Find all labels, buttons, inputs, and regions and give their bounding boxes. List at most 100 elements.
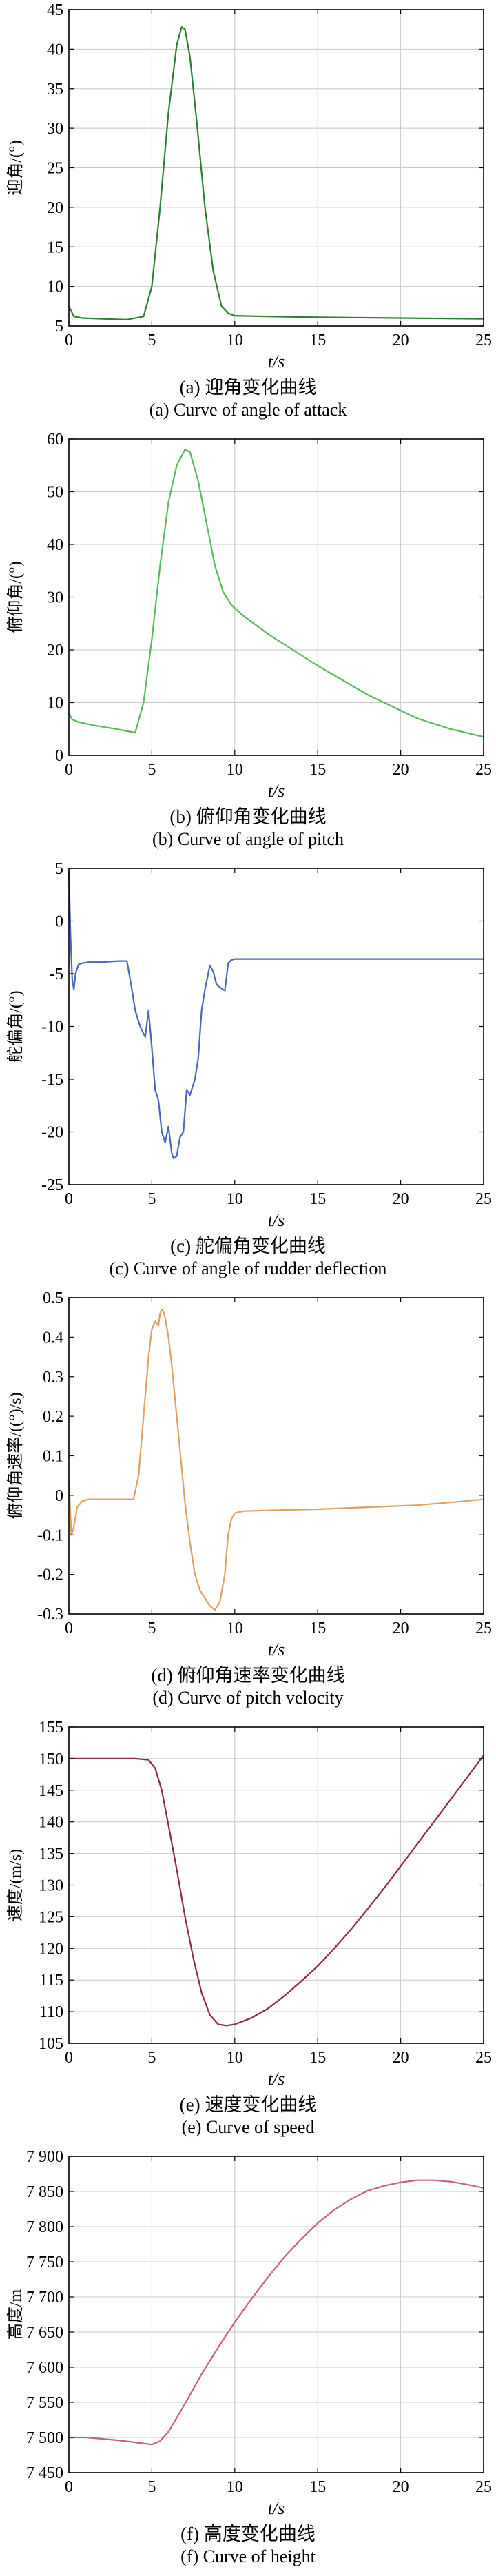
x-tick-label: 5 <box>147 2049 156 2067</box>
caption-chinese: (a) 迎角变化曲线 <box>180 377 317 398</box>
x-axis-label: t/s <box>268 1210 285 1230</box>
x-tick-label: 5 <box>147 2478 156 2496</box>
y-tick-label: 0.5 <box>43 1289 63 1307</box>
y-tick-label: 7 800 <box>26 2218 63 2236</box>
y-tick-label: 0 <box>55 747 63 765</box>
x-tick-label: 5 <box>147 1619 156 1637</box>
y-tick-label: 145 <box>39 1782 63 1800</box>
y-tick-label: 10 <box>47 695 63 713</box>
x-tick-label: 0 <box>65 1190 73 1208</box>
y-tick-label: 30 <box>47 120 63 138</box>
y-tick-label: -15 <box>41 1071 63 1089</box>
y-tick-label: 140 <box>39 1814 63 1832</box>
x-tick-label: 25 <box>475 761 492 779</box>
y-tick-label: 7 600 <box>26 2359 63 2377</box>
y-tick-label: 0.3 <box>43 1369 63 1387</box>
y-tick-label: 125 <box>39 1908 63 1926</box>
x-tick-label: 5 <box>147 1190 156 1208</box>
y-tick-label: 105 <box>39 2035 63 2053</box>
x-tick-label: 20 <box>393 2049 409 2067</box>
y-tick-label: 20 <box>47 199 63 217</box>
x-tick-label: 0 <box>65 2049 73 2067</box>
x-tick-label: 25 <box>475 1619 492 1637</box>
series-line <box>68 1309 485 1611</box>
chart-panel-6: 0 5 10 15 20 25 7 450 7 500 7 550 7 600 7 650 7 700… <box>6 2148 492 2566</box>
y-axis-label: 迎角/(°) <box>6 140 25 195</box>
x-axis-label: t/s <box>268 351 285 371</box>
y-tick-label: 7 750 <box>26 2253 63 2271</box>
x-tick-label: 10 <box>227 331 243 349</box>
y-axis-label: 俯仰角速率/((°)/s) <box>6 1392 25 1519</box>
y-axis-label: 舵偏角/(°) <box>6 990 25 1062</box>
chart-panel-3: 0 5 10 15 20 25 -25 -20 -15 -10 -5 0 5 舵偏角/(°) t/s (c) … <box>6 860 492 1278</box>
caption-chinese: (f) 高度变化曲线 <box>180 2524 316 2544</box>
y-tick-label: 110 <box>39 2003 63 2021</box>
y-tick-label: 7 500 <box>26 2429 63 2447</box>
caption-chinese: (e) 速度变化曲线 <box>180 2094 317 2115</box>
y-tick-label: -5 <box>50 965 63 983</box>
x-axis-label: t/s <box>268 781 285 801</box>
y-tick-label: 60 <box>47 431 63 449</box>
caption-english: (e) Curve of speed <box>182 2117 315 2137</box>
x-tick-label: 15 <box>309 1190 326 1208</box>
y-tick-label: 30 <box>47 589 63 607</box>
x-tick-label: 5 <box>147 331 156 349</box>
y-tick-label: 5 <box>55 860 63 878</box>
chart-panel-5: 0 5 10 15 20 25 105 110 115 120 125 130 135 140 145 150… <box>6 1719 492 2137</box>
y-tick-label: 45 <box>47 1 63 19</box>
x-tick-label: 15 <box>309 1619 326 1637</box>
y-tick-label: 7 650 <box>26 2324 63 2342</box>
y-tick-label: -0.1 <box>37 1526 63 1544</box>
plot-frame <box>68 2156 484 2473</box>
y-axis-label: 速度/(m/s) <box>6 1849 25 1921</box>
caption-english: (d) Curve of pitch velocity <box>152 1688 343 1708</box>
chart-panel-1: 0 5 10 15 20 2551015202530354045迎角/(°)t/s(a) … <box>6 1 492 420</box>
y-tick-label: 7 850 <box>26 2183 63 2201</box>
y-axis-label: 高度/m <box>6 2289 25 2340</box>
x-tick-label: 20 <box>393 2478 409 2496</box>
x-tick-label: 25 <box>475 331 492 349</box>
y-tick-label: 115 <box>39 1972 63 1990</box>
y-tick-label: 20 <box>47 642 63 660</box>
y-tick-label: 35 <box>47 81 63 99</box>
x-tick-label: 0 <box>65 761 73 779</box>
plot-frame <box>68 868 484 1185</box>
y-tick-label: 0.1 <box>43 1448 63 1466</box>
y-tick-label: -25 <box>41 1176 63 1194</box>
y-tick-label: -0.3 <box>37 1606 63 1624</box>
x-tick-label: 10 <box>227 2049 243 2067</box>
x-tick-label: 0 <box>65 2478 73 2496</box>
y-tick-label: 40 <box>47 41 63 59</box>
x-tick-label: 0 <box>65 1619 73 1637</box>
caption-chinese: (b) 俯仰角变化曲线 <box>169 806 326 827</box>
y-tick-label: 130 <box>39 1877 63 1895</box>
y-tick-label: 50 <box>47 484 63 502</box>
y-tick-label: 0 <box>55 913 63 931</box>
y-tick-label: 10 <box>47 278 63 296</box>
x-tick-label: 15 <box>309 2049 326 2067</box>
series-line <box>68 26 485 320</box>
y-tick-label: 120 <box>39 1940 63 1958</box>
x-tick-label: 25 <box>475 2478 492 2496</box>
y-tick-label: 0.4 <box>43 1329 63 1347</box>
series-line <box>68 872 485 1159</box>
y-tick-label: 25 <box>47 160 63 178</box>
caption-chinese: (d) 俯仰角速率变化曲线 <box>151 1665 344 1686</box>
x-tick-label: 20 <box>393 1190 409 1208</box>
x-tick-label: 25 <box>475 1190 492 1208</box>
x-axis-label: t/s <box>268 1639 285 1659</box>
y-tick-label: 150 <box>39 1750 63 1768</box>
x-tick-label: 10 <box>227 761 243 779</box>
caption-english: (b) Curve of angle of pitch <box>152 829 344 849</box>
caption-english: (c) Curve of angle of rudder deflection <box>110 1258 387 1278</box>
y-tick-label: 0.2 <box>43 1408 63 1426</box>
chart-panel-2: 0 5 10 15 20 25 0 10 20 30 40 50 60 俯仰角/(°) t/s (b) 俯仰角… <box>6 431 492 849</box>
y-tick-label: 7 900 <box>26 2148 63 2166</box>
x-axis-label: t/s <box>268 2069 285 2089</box>
y-tick-label: 15 <box>47 238 63 256</box>
x-axis-label: t/s <box>268 2498 285 2518</box>
x-tick-label: 15 <box>309 761 326 779</box>
y-tick-label: 155 <box>39 1719 63 1737</box>
x-tick-label: 5 <box>147 761 156 779</box>
